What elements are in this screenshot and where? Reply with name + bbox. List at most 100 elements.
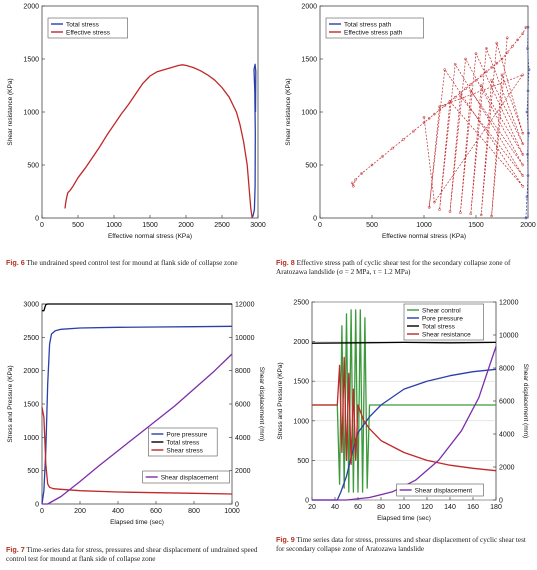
fig8-series-0-point-6 xyxy=(526,89,530,93)
fig9-ytick-label-1: 500 xyxy=(297,458,309,465)
fig8-series-1-point-11 xyxy=(433,112,436,116)
fig8-xtick-label-2: 1000 xyxy=(416,222,432,229)
fig8-xlabel: Effective normal stress (KPa) xyxy=(382,233,466,240)
fig6-legend-box-0 xyxy=(47,17,128,39)
fig7-ytick-label-6: 3000 xyxy=(23,302,39,309)
fig7-series-line-2 xyxy=(41,407,233,495)
fig8-legend-label-1: Effective stress path xyxy=(344,29,403,36)
fig8-series-2-point-20 xyxy=(469,212,473,216)
fig6-ytick-label-1: 500 xyxy=(27,163,39,170)
fig8-series-2-point-13 xyxy=(464,57,467,61)
fig7-legend-label-3: Shear displacement xyxy=(161,474,219,481)
fig8-series-2-point-21 xyxy=(485,47,488,50)
fig7-legend-box-1 xyxy=(142,470,230,484)
fig8-series-0-point-3 xyxy=(526,153,529,156)
fig7-xlabel: Elapsed time (sec) xyxy=(110,519,164,526)
fig7-xtick-label-4: 800 xyxy=(188,508,200,515)
fig9-caption-text: Time series data for stress, pressures a… xyxy=(276,536,526,553)
fig9-ylabel-right: Shear displacement (mm) xyxy=(522,364,529,438)
fig6-xtick-label-2: 1000 xyxy=(106,222,122,229)
fig7-ytick-right-label-1: 2000 xyxy=(235,468,251,475)
fig7-series-line-1 xyxy=(42,303,232,312)
fig9-xtick-label-2: 60 xyxy=(354,504,362,511)
fig8-series-2-point-9 xyxy=(453,62,457,66)
fig8-series-line-0 xyxy=(525,27,530,219)
fig9-ytick-label-2: 1000 xyxy=(293,418,309,425)
fig9-series-line-0 xyxy=(312,309,496,493)
fig6-xtick-label-6: 3000 xyxy=(250,222,266,229)
fig6-ylabel: Shear resistance (KPa) xyxy=(7,78,14,145)
fig8-series-2-point-24 xyxy=(479,213,483,217)
fig7-xtick-label-5: 1000 xyxy=(224,508,240,515)
fig8-ytick-label-1: 500 xyxy=(305,163,317,170)
fig9-ylabel: Stress and Pressure (KPa) xyxy=(277,362,284,439)
fig8-series-1-point-1 xyxy=(351,184,355,188)
fig8-series-2-point-11 xyxy=(459,94,462,98)
fig9-panel: 20 40 60 80 100 120 140 160 180 0 500 1000 1500 2000 2… xyxy=(270,296,537,531)
fig8-series-1-point-3 xyxy=(360,172,363,175)
fig8-series-1-point-9 xyxy=(422,121,426,124)
fig8-series-1-point-12 xyxy=(438,108,441,112)
fig7-ytick-right-label-0: 0 xyxy=(235,502,239,509)
fig8-series-1-point-23 xyxy=(495,61,499,65)
fig8-series-2-point-3 xyxy=(438,105,441,109)
fig8-series-0-point-0 xyxy=(524,216,528,220)
fig7-ytick-right-label-3: 6000 xyxy=(235,402,251,409)
fig9-ytick-right-label-6: 12000 xyxy=(499,300,519,307)
fig6-legend-label-0: Total stress xyxy=(66,21,100,28)
fig6-xtick-label-0: 0 xyxy=(40,222,44,229)
fig7-caption: Fig. 7 Time-series data for stress, pres… xyxy=(6,545,266,564)
fig8-series-2-point-28 xyxy=(490,214,493,218)
fig8-series-line-2 xyxy=(423,37,524,217)
fig8-legend-label-0: Total stress path xyxy=(344,21,392,28)
fig7-ytick-right-label-2: 4000 xyxy=(235,435,251,442)
fig9-xtick-label-8: 180 xyxy=(490,504,502,511)
fig7-ytick-label-1: 500 xyxy=(27,468,39,475)
fig8-series-0-point-8 xyxy=(526,47,529,50)
fig7-caption-text: Time-series data for stress, pressures a… xyxy=(6,546,258,563)
fig8-series-1-point-21 xyxy=(485,70,488,74)
fig7-ylabel-right: Shear displacement (mm) xyxy=(258,367,265,441)
fig9-xlabel: Elapsed time (sec) xyxy=(377,515,431,522)
fig6-caption-text: The undrained speed control test for mou… xyxy=(26,259,238,267)
fig8-series-2-point-12 xyxy=(448,210,452,213)
fig9-ytick-right-label-0: 0 xyxy=(499,498,503,505)
fig8-ytick-label-3: 1500 xyxy=(301,57,317,64)
fig8-ytick-label-0: 0 xyxy=(313,216,317,223)
fig9-xtick-label-1: 40 xyxy=(331,504,339,511)
fig9-ytick-label-4: 2000 xyxy=(293,339,309,346)
fig6-xtick-label-1: 500 xyxy=(72,222,84,229)
fig7-ytick-label-4: 2000 xyxy=(23,368,39,375)
fig8-xtick-label-1: 500 xyxy=(366,222,378,229)
fig8-caption-label: Fig. 8 xyxy=(276,258,295,267)
fig8-series-1-point-5 xyxy=(381,155,384,158)
fig9-xtick-label-7: 160 xyxy=(467,504,479,511)
fig9-xtick-label-5: 120 xyxy=(421,504,433,511)
fig8-series-1-point-16 xyxy=(459,91,462,95)
fig8-series-1-point-7 xyxy=(401,138,405,141)
fig7-legend-label-0: Pore pressure xyxy=(166,431,207,438)
fig9-legend-label-0: Shear control xyxy=(422,307,461,314)
fig8-series-1-point-22 xyxy=(490,66,493,69)
fig8-series-2-point-16 xyxy=(459,211,462,215)
fig8-ylabel: Shear resistance (KPa) xyxy=(285,78,292,145)
fig8-series-1-point-24 xyxy=(500,57,504,61)
fig8-series-0-point-1 xyxy=(525,195,529,199)
fig8-series-2-point-23 xyxy=(490,78,493,82)
fig9-caption: Fig. 9 Time series data for stress, pres… xyxy=(276,535,534,554)
fig8-series-2-point-22 xyxy=(521,142,525,146)
fig8-series-1-point-18 xyxy=(469,83,473,86)
fig8-series-2-point-18 xyxy=(521,153,525,156)
fig8-legend-box-0 xyxy=(325,17,424,39)
fig9-ytick-label-5: 2500 xyxy=(293,300,309,307)
fig6-ytick-label-4: 2000 xyxy=(23,4,39,11)
fig8-series-1-point-0 xyxy=(350,181,354,185)
fig6-series-line-0 xyxy=(251,63,257,219)
fig6-ytick-label-2: 1000 xyxy=(23,110,39,117)
fig9-xtick-label-3: 80 xyxy=(377,504,385,511)
fig8-panel: 0 500 1000 1500 2000 0 500 1000 1500 2000 Effectiv… xyxy=(270,0,537,255)
fig8-series-2-point-0 xyxy=(422,115,426,119)
fig9-ytick-right-label-2: 4000 xyxy=(499,432,515,439)
fig7-ytick-label-2: 1000 xyxy=(23,435,39,442)
fig8-caption: Fig. 8 Effective stress path of cyclic s… xyxy=(276,258,534,277)
